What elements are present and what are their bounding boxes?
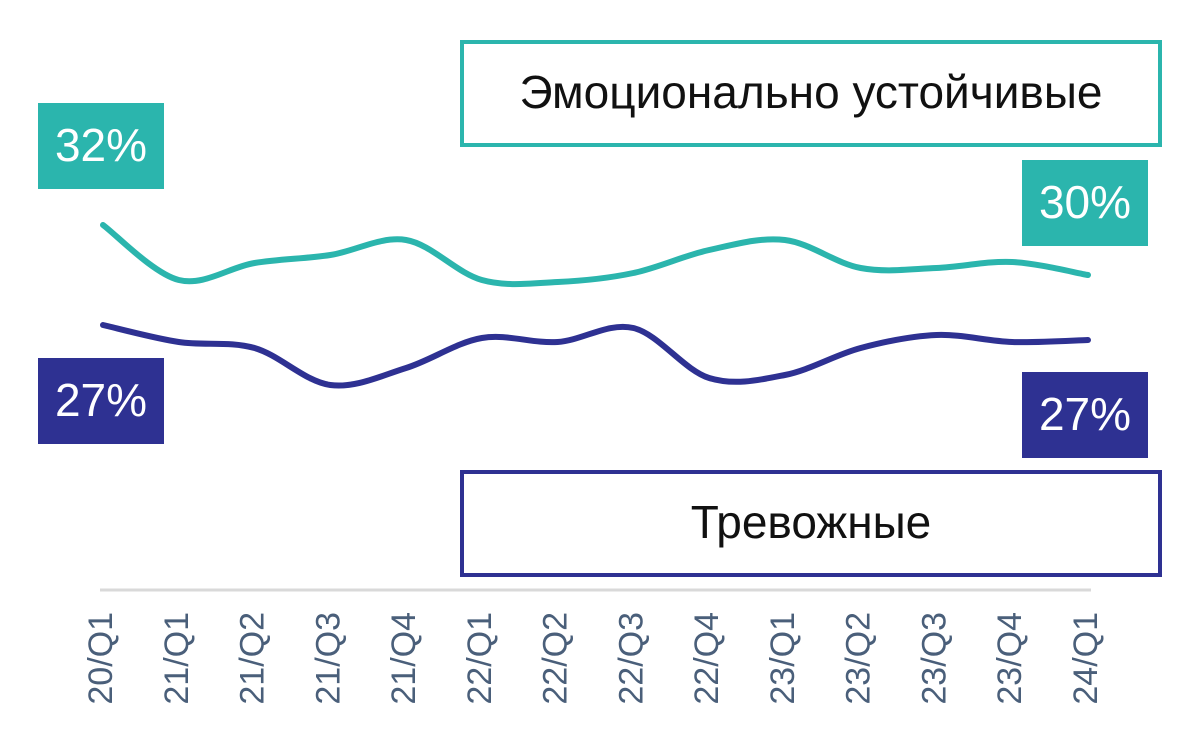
legend-label: Тревожные [691, 496, 932, 548]
value-label: 27% [1039, 388, 1131, 440]
x-tick-label: 21/Q2 [234, 612, 272, 705]
x-tick-label: 21/Q1 [158, 612, 196, 705]
legend-box [460, 470, 1162, 577]
series-line [100, 322, 1091, 389]
x-tick-label: 23/Q4 [991, 612, 1029, 705]
x-tick-label: 23/Q1 [764, 612, 802, 705]
series-line [100, 222, 1091, 288]
x-tick-label: 22/Q1 [461, 612, 499, 705]
x-tick-label: 21/Q4 [385, 612, 423, 705]
x-tick-label: 21/Q3 [309, 612, 347, 705]
value-label: 27% [55, 374, 147, 426]
x-tick-label: 23/Q2 [840, 612, 878, 705]
legend-box [460, 40, 1162, 147]
x-tick-label: 22/Q4 [688, 612, 726, 705]
x-tick-label: 22/Q2 [537, 612, 575, 705]
value-label-box [38, 358, 164, 444]
value-label-box [38, 103, 164, 189]
x-tick-label: 22/Q3 [612, 612, 650, 705]
value-label-box [1022, 160, 1148, 246]
x-tick-label: 20/Q1 [82, 612, 120, 705]
value-label: 30% [1039, 176, 1131, 228]
legend-label: Эмоционально устойчивые [520, 66, 1103, 118]
value-label-box [1022, 372, 1148, 458]
value-label: 32% [55, 119, 147, 171]
x-tick-label: 24/Q1 [1067, 612, 1105, 705]
x-tick-label: 23/Q3 [915, 612, 953, 705]
